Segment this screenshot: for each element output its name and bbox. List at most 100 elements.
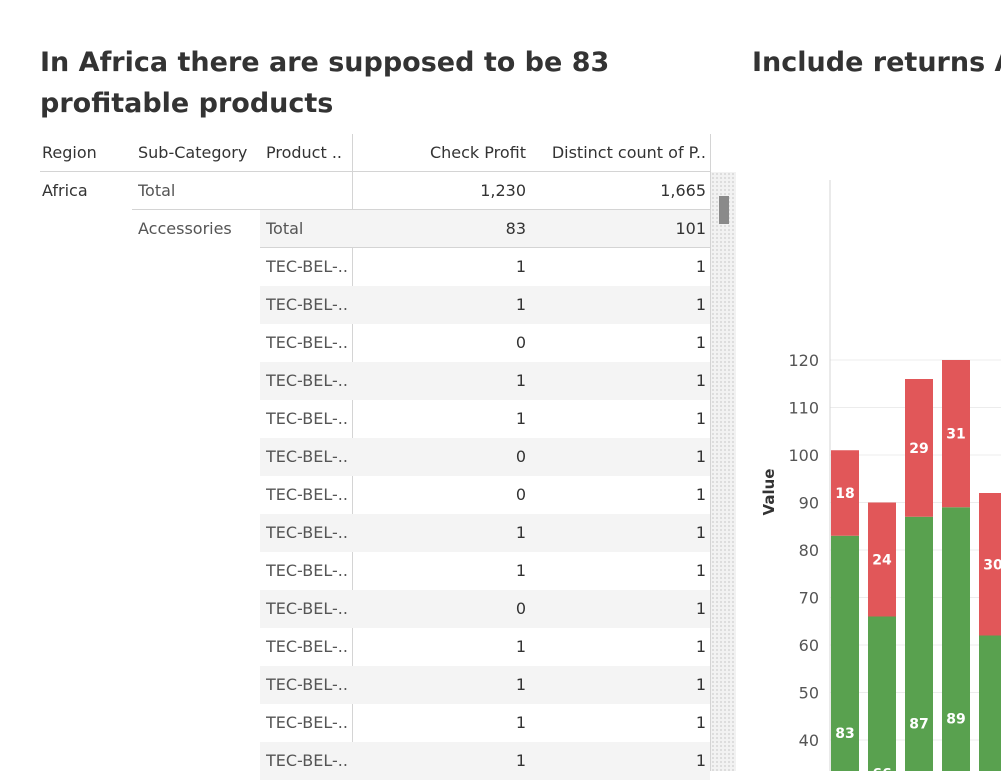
product-cell[interactable]: TEC-BEL-.. bbox=[266, 523, 348, 542]
region-total-distinct: 1,665 bbox=[660, 181, 706, 200]
check-profit-cell: 1 bbox=[515, 257, 526, 276]
table-scrollbar[interactable] bbox=[711, 172, 736, 771]
product-cell[interactable]: TEC-BEL-.. bbox=[266, 295, 348, 314]
distinct-count-cell: 1 bbox=[695, 333, 706, 352]
subcategory-total-divider bbox=[260, 247, 710, 248]
y-axis-label: Value bbox=[760, 469, 778, 516]
product-cell[interactable]: TEC-BEL-.. bbox=[266, 561, 348, 580]
y-tick-label: 110 bbox=[788, 399, 819, 418]
column-divider-right bbox=[710, 134, 711, 771]
check-profit-cell: 0 bbox=[515, 447, 526, 466]
distinct-count-cell: 1 bbox=[695, 257, 706, 276]
distinct-count-cell: 1 bbox=[695, 295, 706, 314]
distinct-count-cell: 1 bbox=[695, 713, 706, 732]
check-profit-cell: 1 bbox=[515, 371, 526, 390]
check-profit-cell: 1 bbox=[515, 561, 526, 580]
bar-data-label: 87 bbox=[909, 716, 928, 732]
bar-data-label: 24 bbox=[872, 553, 892, 569]
distinct-count-cell: 1 bbox=[695, 751, 706, 770]
table-row-background bbox=[260, 666, 710, 704]
product-cell[interactable]: TEC-BEL-.. bbox=[266, 409, 348, 428]
y-tick-label: 120 bbox=[788, 351, 819, 370]
bar-data-label: 29 bbox=[909, 441, 928, 457]
table-row-background bbox=[260, 590, 710, 628]
y-tick-label: 100 bbox=[788, 446, 819, 465]
bar-segment-red bbox=[905, 379, 933, 517]
product-cell[interactable]: TEC-BEL-.. bbox=[266, 675, 348, 694]
bar-data-label: 30 bbox=[983, 557, 1001, 573]
distinct-count-cell: 1 bbox=[695, 447, 706, 466]
check-profit-cell: 1 bbox=[515, 713, 526, 732]
region-cell[interactable]: Africa bbox=[42, 181, 88, 200]
region-total-label: Total bbox=[138, 181, 176, 200]
table-row-background bbox=[260, 286, 710, 324]
bar-segment-red bbox=[942, 360, 970, 508]
table-row-background bbox=[260, 438, 710, 476]
region-total-divider bbox=[132, 209, 710, 210]
bar-segment-red bbox=[979, 493, 1001, 636]
y-tick-label: 70 bbox=[799, 589, 819, 608]
distinct-count-cell: 1 bbox=[695, 675, 706, 694]
product-cell[interactable]: TEC-BEL-.. bbox=[266, 485, 348, 504]
bar-data-label: 18 bbox=[835, 486, 854, 502]
y-tick-label: 50 bbox=[799, 684, 819, 703]
bar-segment-green bbox=[979, 635, 1001, 771]
distinct-count-cell: 1 bbox=[695, 371, 706, 390]
product-cell[interactable]: TEC-BEL-.. bbox=[266, 637, 348, 656]
subcategory-cell[interactable]: Accessories bbox=[138, 219, 232, 238]
y-tick-label: 80 bbox=[799, 541, 819, 560]
subcategory-total-label: Total bbox=[266, 219, 304, 238]
chart-title: Include returns AT So it can’t be turn c… bbox=[752, 47, 1001, 78]
check-profit-cell: 0 bbox=[515, 485, 526, 504]
region-total-check-profit: 1,230 bbox=[480, 181, 526, 200]
bar-data-label: 83 bbox=[835, 726, 854, 742]
stacked-bar-chart: 102030405060708090100110120Value83186624… bbox=[760, 180, 1001, 771]
subcategory-total-background bbox=[260, 210, 710, 248]
header-subcategory[interactable]: Sub-Category bbox=[138, 143, 248, 162]
distinct-count-cell: 1 bbox=[695, 523, 706, 542]
subcategory-total-check-profit: 83 bbox=[505, 219, 526, 238]
table-row-background bbox=[260, 362, 710, 400]
bar-segment-red bbox=[831, 450, 859, 536]
table-row-background bbox=[260, 514, 710, 552]
check-profit-cell: 1 bbox=[515, 409, 526, 428]
bar-data-label: 89 bbox=[946, 712, 965, 728]
bar-segment-green bbox=[831, 535, 859, 771]
check-profit-cell: 1 bbox=[515, 523, 526, 542]
page-title: In Africa there are supposed to be 83 pr… bbox=[40, 47, 610, 119]
distinct-count-cell: 1 bbox=[695, 637, 706, 656]
distinct-count-cell: 1 bbox=[695, 409, 706, 428]
bar-segment-green bbox=[905, 516, 933, 771]
y-tick-label: 60 bbox=[799, 636, 819, 655]
check-profit-cell: 0 bbox=[515, 599, 526, 618]
bar-segment-red bbox=[868, 502, 896, 617]
check-profit-cell: 1 bbox=[515, 295, 526, 314]
distinct-count-cell: 1 bbox=[695, 599, 706, 618]
product-cell[interactable]: TEC-BEL-.. bbox=[266, 447, 348, 466]
bar-segment-green bbox=[868, 616, 896, 771]
check-profit-cell: 1 bbox=[515, 751, 526, 770]
bar-data-label: 31 bbox=[946, 427, 965, 443]
bar-segment-green bbox=[942, 507, 970, 771]
bar-data-label: 66 bbox=[872, 766, 891, 771]
header-distinct-count[interactable]: Distinct count of P.. bbox=[551, 143, 706, 162]
distinct-count-cell: 1 bbox=[695, 485, 706, 504]
product-cell[interactable]: TEC-BEL-.. bbox=[266, 713, 348, 732]
header-product[interactable]: Product .. bbox=[266, 143, 343, 162]
product-cell[interactable]: TEC-BEL-.. bbox=[266, 333, 348, 352]
check-profit-cell: 1 bbox=[515, 675, 526, 694]
product-cell[interactable]: TEC-BEL-.. bbox=[266, 371, 348, 390]
y-tick-label: 90 bbox=[799, 494, 819, 513]
table-scrollbar-thumb[interactable] bbox=[719, 196, 729, 224]
y-tick-label: 40 bbox=[799, 731, 819, 750]
check-profit-cell: 0 bbox=[515, 333, 526, 352]
header-check-profit[interactable]: Check Profit bbox=[429, 143, 526, 162]
check-profit-cell: 1 bbox=[515, 637, 526, 656]
subcategory-total-distinct: 101 bbox=[675, 219, 706, 238]
product-cell[interactable]: TEC-BEL-.. bbox=[266, 257, 348, 276]
header-divider bbox=[40, 171, 710, 172]
distinct-count-cell: 1 bbox=[695, 561, 706, 580]
product-cell[interactable]: TEC-BEL-.. bbox=[266, 599, 348, 618]
header-region[interactable]: Region bbox=[42, 143, 97, 162]
product-cell[interactable]: TEC-BEL-.. bbox=[266, 751, 348, 770]
